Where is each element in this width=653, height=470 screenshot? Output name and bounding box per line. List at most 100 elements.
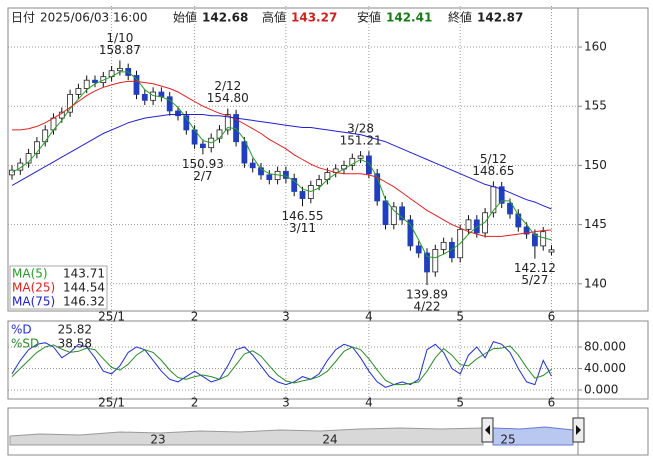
navigator: 23 24 25 (9, 417, 585, 447)
annotation-date: 5/12 (480, 152, 507, 166)
annotation-date: 4/22 (414, 300, 441, 314)
candle-body (349, 157, 356, 166)
x-tick-label: 25/1 (98, 396, 125, 410)
candle-body (166, 96, 173, 112)
legend-value: 143.71 (63, 267, 105, 281)
legend-value: 146.32 (63, 295, 105, 309)
annotation-value: 154.80 (207, 91, 249, 105)
header: 日付 2025/06/03 16:00 始値 142.68 高値 143.27 … (11, 10, 523, 25)
candle-body (515, 213, 522, 228)
annotation-value: 151.21 (340, 134, 382, 148)
candle-body (175, 110, 181, 117)
candle-body (540, 231, 547, 247)
navigator-label: 23 (150, 433, 165, 447)
candle-body (482, 212, 489, 234)
legend-name: MA(25) (12, 281, 55, 295)
navigator-label: 24 (322, 433, 337, 447)
annotation-date: 3/11 (289, 221, 316, 235)
candle-body (424, 252, 430, 273)
candle-body (307, 185, 314, 199)
candle-body (465, 219, 472, 230)
high-label: 高値 (262, 10, 286, 25)
candle-body (282, 170, 289, 179)
annotation-value: 158.87 (99, 43, 141, 57)
legend-name: %D (11, 323, 32, 337)
legend-value: 25.82 (58, 323, 92, 337)
candle-body (382, 200, 389, 225)
candle-body (399, 206, 406, 221)
annotation-value: 146.55 (282, 209, 324, 223)
candle-body (291, 178, 298, 192)
candle-body (241, 141, 248, 164)
candle-body (316, 179, 323, 186)
y-tick-label: 80.000 (584, 340, 626, 354)
x-tick-label: 4 (365, 310, 373, 324)
legend-value: 144.54 (63, 281, 105, 295)
y-tick-label: 160 (584, 40, 607, 54)
candle-body (299, 191, 306, 199)
annotation-date: 5/27 (521, 273, 548, 287)
handle-arrow (485, 425, 490, 435)
ma-line (11, 114, 552, 210)
candle-body (9, 169, 15, 176)
oscillator-line (11, 340, 552, 388)
candle-body (432, 249, 439, 273)
legend-name: MA(5) (12, 267, 48, 281)
x-tick-label: 5 (456, 396, 464, 410)
x-tick-label: 2 (191, 310, 199, 324)
candle-body (374, 173, 381, 202)
x-tick-label: 3 (282, 396, 290, 410)
candle-body (117, 67, 123, 72)
legend-value: 38.58 (58, 337, 92, 351)
x-tick-label: 5 (456, 310, 464, 324)
candle-body (532, 233, 538, 247)
annotation-date: 1/10 (106, 31, 133, 45)
candle-body (357, 155, 364, 159)
oscillator-line (11, 344, 552, 386)
low-label: 安値 (357, 10, 381, 25)
close-label: 終値 (448, 10, 472, 25)
open-label: 始値 (173, 10, 197, 25)
annotation-value: 139.89 (406, 288, 448, 302)
candle-body (83, 79, 90, 89)
ma-line (12, 80, 552, 237)
stoch-frame (7, 320, 649, 400)
date-label: 日付 (11, 11, 35, 25)
candle-body (365, 155, 372, 175)
candle-body (34, 141, 40, 154)
high-value: 143.27 (291, 11, 337, 25)
candle-body (92, 79, 98, 83)
candle-body (266, 174, 273, 181)
candle-body (258, 167, 264, 176)
candle-body (523, 226, 530, 235)
x-tick-label: 6 (548, 396, 556, 410)
candle-body (75, 88, 82, 95)
y-tick-label: 40.000 (584, 361, 626, 375)
x-tick-label: 6 (548, 310, 556, 324)
y-tick-label: 145 (584, 217, 607, 231)
legend-box (9, 265, 108, 310)
navigator-label: 25 (500, 433, 515, 447)
candle-body (407, 219, 414, 247)
annotation-value: 142.12 (514, 261, 556, 275)
ma-line (11, 71, 552, 259)
low-value: 142.41 (386, 11, 432, 25)
open-value: 142.68 (202, 11, 248, 25)
handle-arrow (576, 425, 581, 435)
candle-body (141, 94, 148, 101)
candle-body (183, 115, 190, 131)
x-tick-label: 2 (191, 396, 199, 410)
x-tick-label: 4 (365, 396, 373, 410)
candle-body (67, 94, 73, 113)
candle-body (498, 186, 505, 204)
candle-body (415, 245, 422, 254)
x-tick-label: 25/1 (98, 310, 125, 324)
datetime: 2025/06/03 16:00 (40, 11, 148, 25)
candle-body (507, 202, 513, 215)
candle-body (473, 219, 480, 234)
candle-body (249, 162, 256, 169)
y-tick-label: 150 (584, 158, 607, 172)
annotation-value: 150.93 (182, 157, 224, 171)
candle-body (390, 206, 397, 225)
